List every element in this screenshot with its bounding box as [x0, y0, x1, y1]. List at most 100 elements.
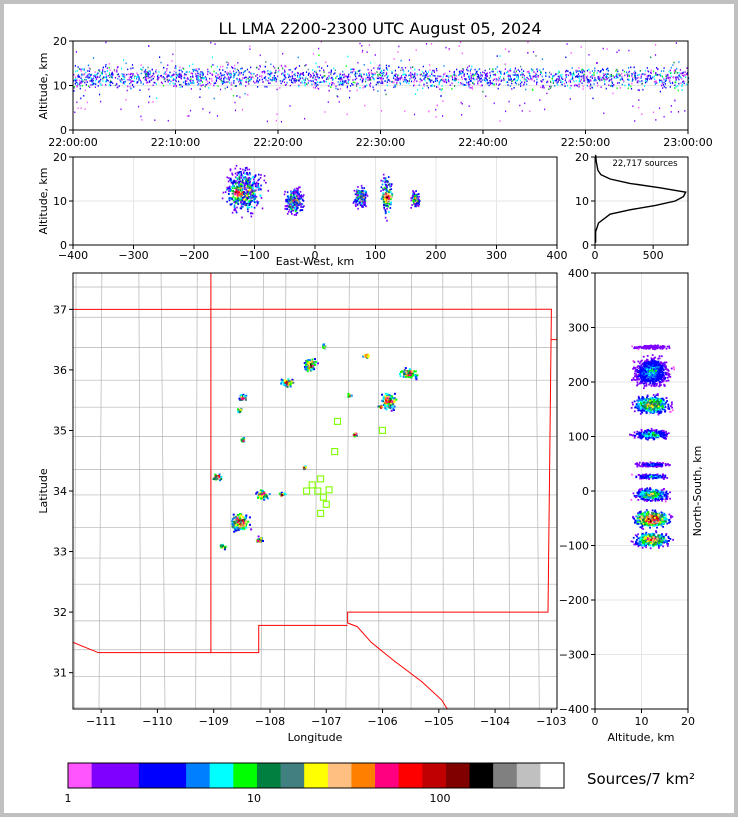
time-source-mark: [571, 73, 573, 76]
time-source-mark: [140, 68, 142, 70]
time-source-mark: [122, 75, 124, 77]
time-source-mark: [582, 77, 584, 79]
ns-source-mark: [656, 345, 659, 348]
ew-source-mark: [296, 192, 299, 195]
time-source-mark: [414, 75, 416, 78]
time-source-mark: [174, 73, 177, 76]
time-source-mark: [684, 73, 686, 76]
time-source-mark: [547, 80, 549, 83]
time-source-mark: [557, 81, 559, 83]
time-source-mark: [621, 75, 623, 78]
time-source-mark: [470, 75, 472, 77]
time-source-mark: [451, 76, 453, 79]
time-source-mark: [89, 74, 91, 77]
time-source-mark: [650, 69, 652, 72]
time-source-mark: [594, 67, 596, 70]
map-source-mark: [214, 476, 217, 479]
time-source-mark: [208, 70, 210, 73]
time-source-mark: [474, 74, 476, 77]
time-source-mark: [173, 70, 175, 73]
time-source-mark: [97, 81, 100, 83]
time-source-mark: [239, 96, 241, 99]
time-source-mark: [635, 72, 637, 74]
time-source-mark: [230, 72, 232, 75]
time-source-mark: [180, 69, 182, 71]
time-source-mark: [678, 82, 680, 85]
time-source-mark: [516, 76, 518, 78]
map-source-mark: [259, 539, 262, 542]
time-source-mark: [508, 75, 510, 78]
time-source-mark: [160, 74, 162, 77]
time-source-mark: [168, 75, 170, 77]
time-source-mark: [634, 74, 637, 77]
ew-source-mark: [290, 211, 292, 213]
time-source-mark: [282, 74, 284, 76]
map-source-mark: [280, 382, 283, 385]
time-source-mark: [359, 69, 361, 72]
time-source-mark: [600, 77, 602, 79]
time-source-mark: [259, 75, 261, 78]
time-source-mark: [564, 85, 566, 87]
time-source-mark: [454, 79, 456, 82]
ew-source-mark: [258, 189, 260, 191]
time-source-mark: [550, 73, 552, 76]
time-source-mark: [105, 74, 107, 76]
time-source-mark: [172, 82, 174, 85]
time-source-mark: [638, 89, 640, 92]
time-source-mark: [340, 83, 342, 86]
time-source-mark: [580, 78, 582, 81]
ew-source-mark: [383, 203, 385, 206]
time-source-mark: [111, 76, 113, 79]
ew-source-mark: [237, 182, 240, 185]
time-source-mark: [358, 70, 360, 72]
time-source-mark: [348, 79, 350, 81]
time-source-mark: [371, 73, 373, 75]
time-source-mark: [489, 68, 491, 70]
ew-source-mark: [244, 184, 247, 186]
time-source-mark: [635, 78, 637, 81]
time-source-mark: [443, 80, 445, 83]
time-source-mark: [549, 85, 551, 88]
time-source-mark: [245, 79, 247, 81]
ew-source-mark: [380, 198, 383, 200]
time-source-mark: [633, 66, 635, 69]
time-source-mark: [520, 85, 522, 87]
ew-source-mark: [246, 192, 248, 195]
ew-source-mark: [232, 187, 234, 190]
time-source-mark: [343, 73, 345, 76]
time-source-mark: [339, 88, 341, 90]
time-source-mark: [229, 70, 231, 73]
ew-source-mark: [386, 186, 388, 189]
time-source-mark: [226, 74, 229, 76]
time-source-mark: [220, 74, 222, 77]
time-source-mark: [224, 76, 226, 79]
time-source-mark: [294, 74, 296, 77]
time-source-mark: [317, 76, 319, 78]
ew-source-mark: [251, 189, 253, 191]
time-source-mark: [609, 75, 611, 77]
time-source-mark: [324, 80, 326, 83]
time-source-mark: [184, 73, 186, 75]
time-source-mark: [212, 64, 214, 66]
time-source-mark: [131, 77, 133, 80]
map-source-mark: [223, 545, 226, 548]
time-source-mark: [578, 80, 580, 83]
time-source-mark: [513, 87, 515, 89]
time-source-mark: [663, 115, 665, 118]
map-source-mark: [312, 366, 315, 369]
time-source-mark: [198, 78, 200, 81]
map-source-mark: [231, 522, 234, 525]
ew-source-mark: [235, 209, 237, 212]
map-source-mark: [380, 405, 383, 408]
time-source-mark: [149, 80, 151, 82]
map-source-mark: [239, 521, 242, 524]
time-source-mark: [373, 77, 375, 80]
time-source-mark: [597, 84, 599, 87]
time-source-mark: [628, 71, 630, 74]
time-source-mark: [204, 85, 206, 88]
ew-source-mark: [383, 198, 386, 201]
ew-source-mark: [410, 199, 413, 202]
map-source-mark: [392, 409, 395, 411]
time-source-mark: [308, 72, 310, 75]
map-source-mark: [235, 519, 238, 522]
